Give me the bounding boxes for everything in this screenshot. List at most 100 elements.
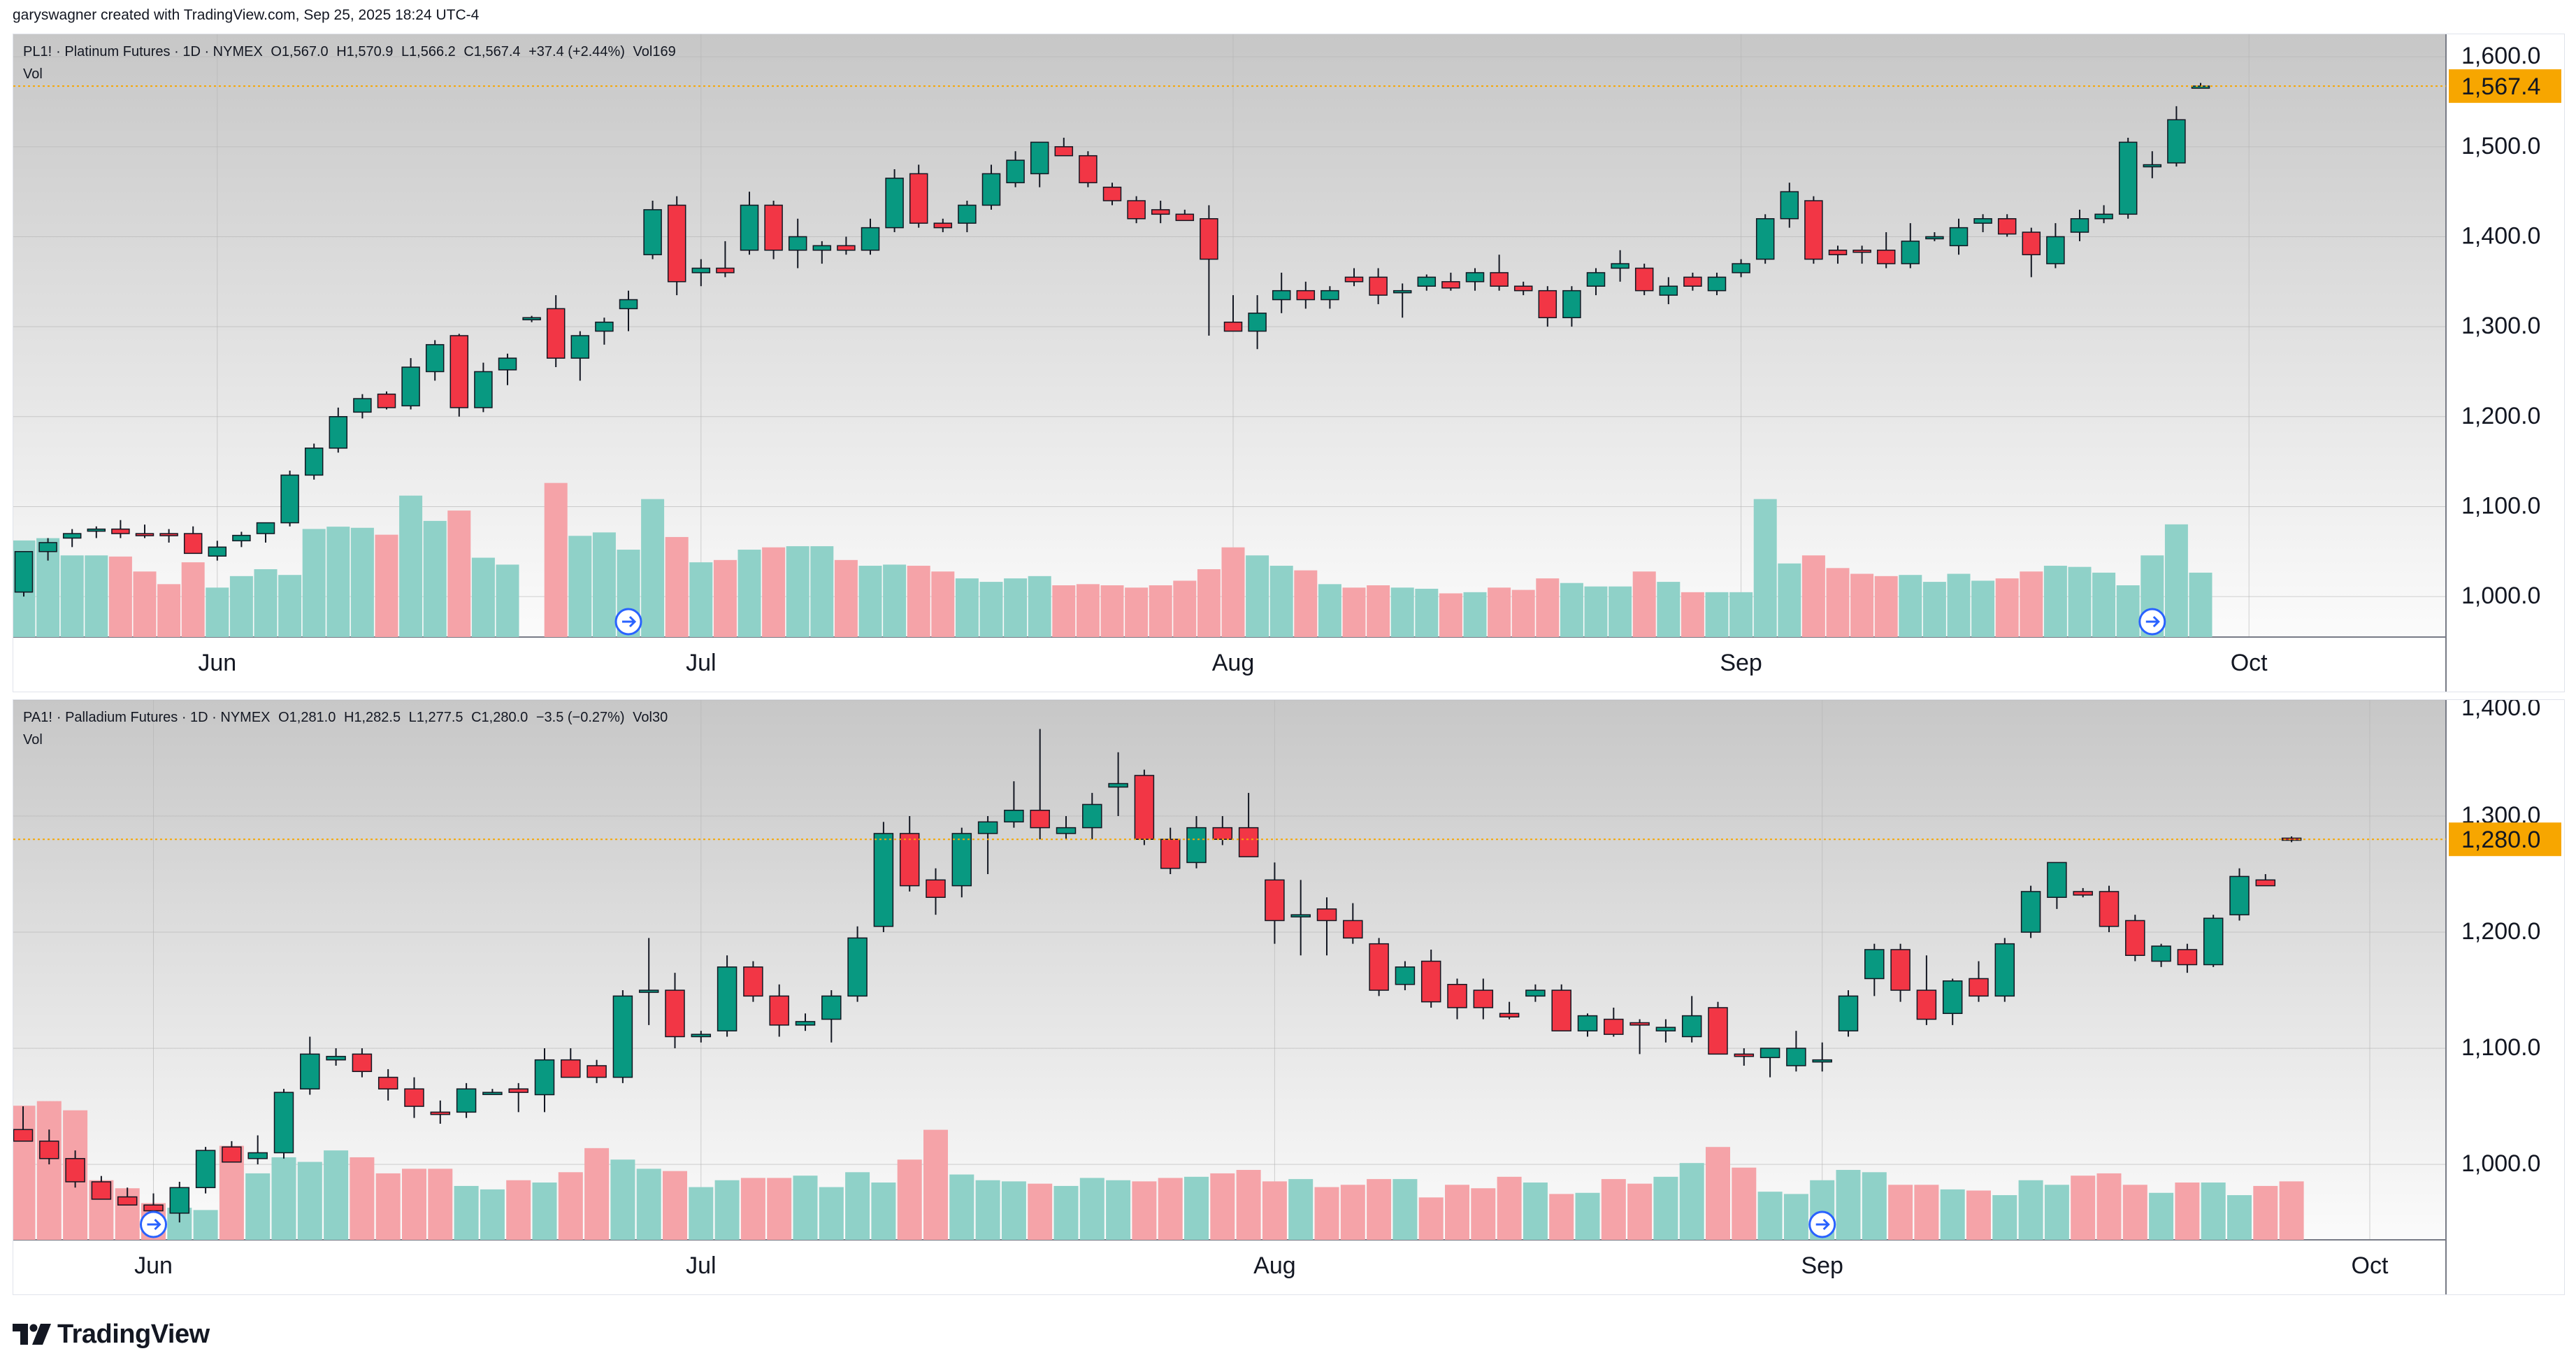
candle-body [1942, 980, 1963, 1015]
volume-bar [1053, 1185, 1079, 1240]
volume-bar [2018, 1180, 2043, 1240]
candle-body [847, 937, 868, 997]
tradingview-brand[interactable]: TradingView [13, 1317, 210, 1351]
legend-close: C1,567.4 [463, 44, 521, 59]
volume-bar [350, 527, 374, 637]
volume-bar [2279, 1181, 2304, 1240]
candle-body [38, 542, 57, 552]
time-axis-background [13, 637, 2446, 692]
volume-indicator-label[interactable]: Vol [23, 732, 43, 748]
volume-bar [302, 529, 326, 637]
candle-body [1212, 827, 1233, 840]
candle-body [1272, 290, 1291, 301]
candle-body [638, 989, 659, 993]
candle-body [1054, 146, 1074, 157]
volume-bar [375, 1173, 401, 1240]
volume-bar [907, 566, 930, 637]
creator-credit: garyswagner created with TradingView.com… [13, 7, 480, 23]
volume-indicator-label[interactable]: Vol [23, 66, 43, 82]
volume-bar [2122, 1185, 2147, 1240]
candle-body [256, 522, 275, 534]
volume-bar [923, 1129, 948, 1240]
candle-body [1465, 272, 1485, 283]
volume-bar [157, 584, 181, 637]
volume-bar [1488, 587, 1511, 637]
volume-bar [1966, 1190, 1991, 1240]
candle-body [743, 966, 763, 997]
candle-body [1102, 186, 1122, 201]
volume-bar [931, 571, 955, 637]
event-marker-arrow-icon [147, 1218, 161, 1231]
volume-bar [1028, 576, 1051, 637]
volume-bar [1947, 573, 1971, 637]
candle-body [1634, 267, 1654, 292]
candle-body [1056, 827, 1077, 834]
candle-body [195, 1150, 216, 1189]
volume-bar [2043, 566, 2067, 637]
palladium-legend: PA1! · Palladium Futures · 1D · NYMEX O1,… [23, 710, 672, 726]
candle-body [425, 344, 445, 373]
volume-bar [1158, 1178, 1183, 1240]
candle-body [1369, 943, 1389, 991]
candle-body [1586, 272, 1606, 287]
candle-body [2167, 119, 2186, 164]
plot-background [13, 700, 2446, 1240]
volume-bar [1940, 1189, 1965, 1240]
candle-body [1864, 949, 1885, 980]
legend-name: · Platinum Futures · 1D · NYMEX [56, 44, 263, 59]
volume-bar [1584, 586, 1608, 637]
candle-body [691, 1034, 712, 1038]
candle-body [1852, 250, 1871, 253]
candle-body [326, 1055, 346, 1061]
candle-body [546, 308, 566, 359]
candle-body [909, 173, 928, 224]
legend-close: C1,280.0 [471, 710, 528, 725]
legend-symbol[interactable]: PA1! [23, 710, 52, 725]
volume-bar [2020, 571, 2043, 637]
volume-bar [1549, 1194, 1574, 1240]
candle-body [1604, 1018, 1624, 1035]
volume-bar [584, 1148, 610, 1240]
candle-body [873, 833, 894, 927]
candle-body [508, 1088, 528, 1093]
candle-body [14, 551, 34, 593]
candle-body [1238, 827, 1259, 857]
volume-bar [245, 1173, 271, 1240]
candle-body [1925, 236, 1944, 240]
volume-bar [544, 483, 568, 637]
candle-body [449, 335, 469, 408]
candle-body [1538, 290, 1557, 319]
platinum-chart-svg[interactable]: 1,000.0 1,100.0 1,200.0 1,300.0 1,400.0 1,500… [13, 34, 2564, 692]
price-tick-label: 1,100.0 [2461, 1034, 2540, 1061]
volume-bar [13, 1106, 36, 1240]
volume-bar [2201, 1182, 2226, 1240]
legend-symbol[interactable]: PL1! [23, 44, 52, 59]
volume-bar [1028, 1183, 1053, 1240]
volume-bar [1197, 569, 1221, 637]
legend-change: +37.4 (+2.44%) [528, 44, 625, 59]
candle-body [788, 236, 807, 251]
volume-bar [1173, 580, 1197, 637]
volume-bar [1706, 1147, 1730, 1240]
platinum-chart-panel[interactable]: 1,000.0 1,100.0 1,200.0 1,300.0 1,400.0 1,500… [13, 34, 2565, 692]
volume-bar [60, 555, 84, 637]
price-axis-background [2446, 34, 2564, 692]
price-tick-label: 1,600.0 [2461, 43, 2540, 69]
volume-bar [1523, 1182, 1548, 1240]
price-tick-label: 1,400.0 [2461, 222, 2540, 249]
volume-bar [1318, 584, 1341, 637]
volume-bar [2253, 1185, 2278, 1240]
candle-body [456, 1088, 477, 1113]
volume-bar [1463, 592, 1487, 637]
candle-body [1780, 191, 1799, 220]
volume-bar [834, 559, 858, 637]
palladium-chart-panel[interactable]: 1,000.0 1,100.0 1,200.0 1,300.0 1,400.0 Jun Ju… [13, 699, 2565, 1295]
volume-bar [1609, 586, 1632, 637]
volume-bar [532, 1182, 557, 1240]
candle-body [899, 833, 920, 887]
volume-bar [1445, 1185, 1469, 1240]
volume-bar [1653, 1176, 1678, 1240]
volume-bar [845, 1172, 870, 1240]
candle-body [933, 222, 953, 229]
